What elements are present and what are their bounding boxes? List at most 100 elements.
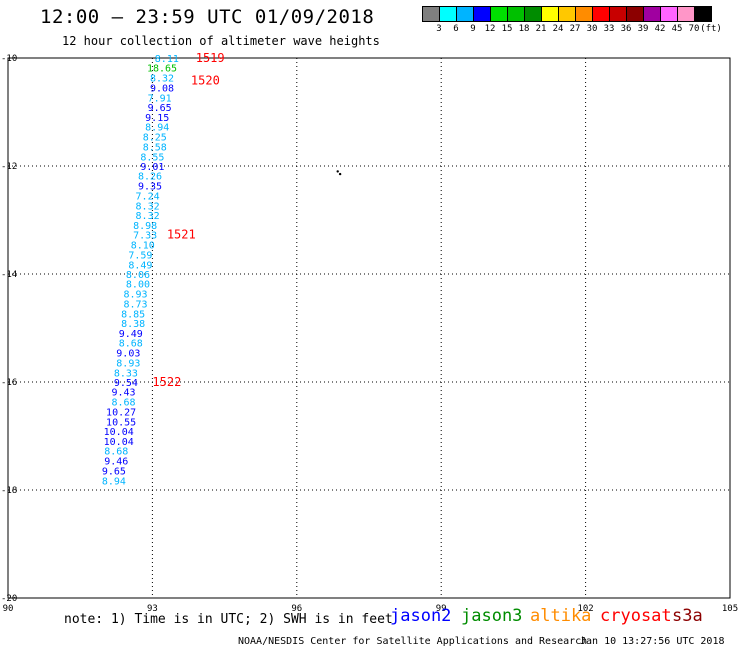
color-scale-swatches bbox=[422, 6, 712, 22]
wave-height-value: 8.26 bbox=[138, 172, 162, 183]
wave-height-value: 9.49 bbox=[119, 329, 143, 340]
scale-label: 6 bbox=[453, 24, 459, 34]
wave-height-value: 10.04 bbox=[104, 437, 134, 448]
wave-height-value: 8.49 bbox=[128, 260, 152, 271]
wave-height-value: 8.68 bbox=[104, 447, 128, 458]
wave-height-value: 8.98 bbox=[133, 221, 157, 232]
scale-label: 24 bbox=[552, 24, 564, 34]
satellite-s3a: s3a bbox=[672, 606, 703, 626]
wave-height-value: 8.68 bbox=[119, 339, 143, 350]
wave-height-value: 8.94 bbox=[102, 476, 126, 487]
wave-height-value: 10.55 bbox=[106, 417, 136, 428]
wave-height-value: 7.59 bbox=[128, 251, 152, 262]
wave-height-value: 8.93 bbox=[116, 359, 140, 370]
page-subtitle: 12 hour collection of altimeter wave hei… bbox=[62, 34, 380, 48]
scale-label: 3 bbox=[436, 24, 442, 34]
scale-label: 39 bbox=[637, 24, 649, 34]
wave-height-value: 8.32 bbox=[150, 73, 174, 84]
wave-height-value: 8.55 bbox=[140, 152, 164, 163]
satellite-cryosat: cryosat bbox=[600, 606, 672, 626]
wave-height-value: 8.00 bbox=[126, 280, 150, 291]
tick-label-lat: -14 bbox=[1, 270, 17, 280]
scale-label: 36 bbox=[620, 24, 632, 34]
wave-height-value: 8.38 bbox=[121, 319, 145, 330]
tick-label-lon: 93 bbox=[147, 604, 158, 614]
tick-label-lon: 90 bbox=[3, 604, 14, 614]
scale-label: 33 bbox=[603, 24, 615, 34]
wave-height-value: 9.15 bbox=[145, 113, 169, 124]
wave-height-value: 8.93 bbox=[124, 289, 148, 300]
scale-label: 12 bbox=[484, 24, 496, 34]
wave-height-value: 9.01 bbox=[140, 162, 164, 173]
tick-label-lon: 102 bbox=[577, 604, 593, 614]
tick-label-lat: -16 bbox=[1, 378, 17, 388]
map-grid bbox=[7, 57, 731, 599]
wave-height-value: 10.27 bbox=[106, 408, 136, 419]
wave-height-value: 8.85 bbox=[121, 309, 145, 320]
wave-height-value: 18.65 bbox=[147, 64, 177, 75]
wave-height-value: 8.11 bbox=[155, 54, 179, 65]
tick-label-lat: -12 bbox=[1, 162, 17, 172]
wave-height-value: 9.54 bbox=[114, 378, 138, 389]
wave-height-value: 7.91 bbox=[148, 93, 172, 104]
tick-label-lon: 99 bbox=[436, 604, 447, 614]
island-marks bbox=[336, 170, 342, 176]
pass-number-label: 1520 bbox=[191, 74, 220, 88]
pass-labels: 1519 1520 1521 1522 bbox=[152, 51, 224, 389]
tick-label-lon: 96 bbox=[291, 604, 302, 614]
timestamp-text: Jan 10 13:27:56 UTC 2018 bbox=[580, 636, 725, 647]
page-title: 12:00 – 23:59 UTC 01/09/2018 bbox=[40, 6, 375, 28]
credit-text: NOAA/NESDIS Center for Satellite Applica… bbox=[238, 636, 588, 647]
wave-height-value: 8.06 bbox=[126, 270, 150, 281]
wave-height-value: 9.35 bbox=[138, 181, 162, 192]
wave-height-value: 7.33 bbox=[133, 231, 157, 242]
wave-height-value: 9.08 bbox=[150, 84, 174, 95]
wave-height-value: 9.03 bbox=[116, 348, 140, 359]
wave-height-value: 8.33 bbox=[114, 368, 138, 379]
island-dot bbox=[338, 172, 342, 176]
wave-height-value: 9.43 bbox=[111, 388, 135, 399]
wave-height-value: 7.24 bbox=[136, 192, 160, 203]
color-scale-labels: 3 6 9 12 15 18 21 24 27 30 33 36 39 42 45 70 (ft) bbox=[422, 24, 740, 36]
pass-number-label: 1521 bbox=[167, 228, 196, 242]
wave-height-value: 9.65 bbox=[148, 103, 172, 114]
scale-label: (ft) bbox=[700, 24, 722, 34]
scale-label: 18 bbox=[518, 24, 530, 34]
scale-swatch bbox=[694, 6, 712, 22]
satellite-jason3: jason3 bbox=[461, 606, 523, 626]
scale-label: 70 bbox=[688, 24, 700, 34]
tick-label-lon: 105 bbox=[722, 604, 738, 614]
wave-height-value: 8.32 bbox=[136, 211, 160, 222]
pass-number-label: 1522 bbox=[152, 375, 181, 389]
wave-height-value: 8.32 bbox=[136, 201, 160, 212]
wave-height-value: 8.94 bbox=[145, 123, 169, 134]
observation-values: 8.1118.658.329.087.919.659.158.948.258.5… bbox=[102, 54, 179, 487]
tick-label-lat: -20 bbox=[1, 594, 17, 604]
scale-label: 15 bbox=[501, 24, 513, 34]
wave-height-value: 10.04 bbox=[104, 427, 134, 438]
pass-number-label: 1519 bbox=[196, 51, 225, 65]
scale-label: 9 bbox=[470, 24, 476, 34]
wave-height-value: 9.65 bbox=[102, 467, 126, 478]
map-frame bbox=[7, 57, 731, 599]
scale-label: 27 bbox=[569, 24, 581, 34]
color-scale-legend: 3 6 9 12 15 18 21 24 27 30 33 36 39 42 45 70 (ft) bbox=[422, 6, 722, 34]
wave-height-value: 8.10 bbox=[131, 240, 155, 251]
island-dot bbox=[336, 170, 339, 173]
scale-label: 30 bbox=[586, 24, 598, 34]
wave-height-value: 8.73 bbox=[124, 300, 148, 311]
map-tick-labels: 90 93 96 99 102 105 -10 -12 -14 -16 -18 -20 bbox=[1, 54, 738, 614]
scale-label: 42 bbox=[654, 24, 666, 34]
scale-label: 21 bbox=[535, 24, 547, 34]
tick-label-lat: -18 bbox=[1, 486, 17, 496]
satellite-altika: altika bbox=[530, 606, 592, 626]
wave-height-value: 8.25 bbox=[143, 132, 167, 143]
wave-height-value: 8.58 bbox=[143, 143, 167, 154]
tick-label-lat: -10 bbox=[1, 54, 17, 64]
satellite-jason2: jason2 bbox=[390, 606, 452, 626]
scale-label: 45 bbox=[671, 24, 683, 34]
wave-height-value: 8.68 bbox=[111, 397, 135, 408]
footer-note: note: 1) Time is in UTC; 2) SWH is in fe… bbox=[64, 612, 393, 627]
wave-height-value: 9.46 bbox=[104, 456, 128, 467]
